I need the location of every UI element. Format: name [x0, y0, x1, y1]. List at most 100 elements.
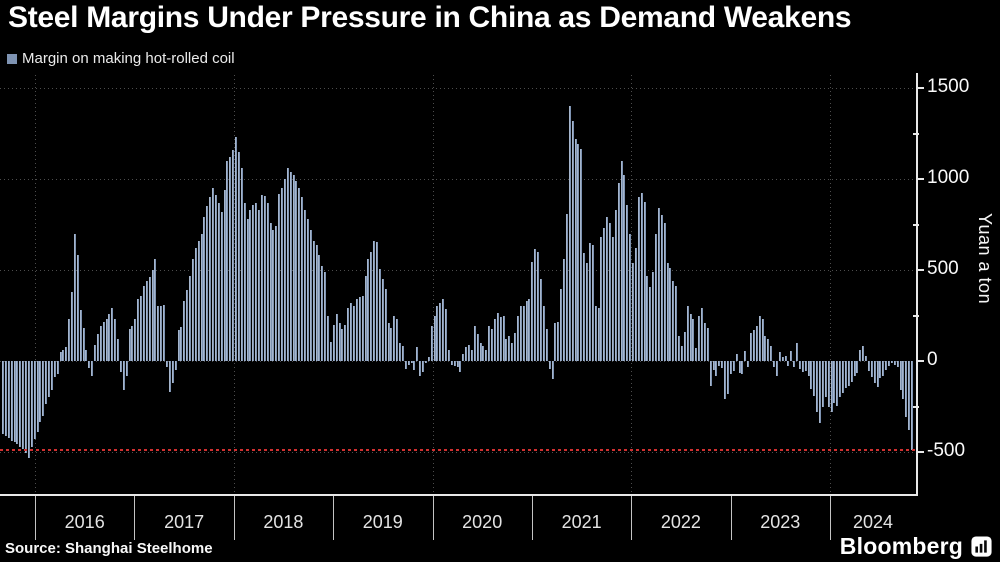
bar: [675, 285, 678, 361]
bar: [796, 342, 799, 361]
x-axis-tick: [432, 496, 434, 540]
bar: [508, 335, 511, 361]
bar: [419, 361, 422, 376]
bar: [761, 319, 764, 361]
bar: [715, 361, 718, 376]
bar: [252, 204, 255, 361]
bloomberg-chart-icon: [971, 536, 992, 557]
bar: [839, 361, 842, 398]
bar: [33, 361, 36, 440]
bar: [787, 361, 790, 366]
bar: [908, 361, 911, 431]
bar: [243, 202, 246, 361]
bar: [657, 208, 660, 361]
bar: [370, 251, 373, 361]
bar: [39, 361, 42, 422]
bar: [4, 361, 7, 436]
plot-area: [0, 75, 916, 494]
bar: [373, 240, 376, 361]
bar: [99, 326, 102, 361]
bar: [424, 361, 427, 363]
bar: [82, 328, 85, 361]
bar: [73, 233, 76, 361]
bar: [563, 259, 565, 361]
bar: [485, 350, 488, 361]
bar: [91, 361, 94, 376]
bar: [847, 361, 850, 386]
bar: [312, 240, 315, 361]
bar: [59, 351, 62, 361]
bar: [168, 361, 171, 392]
bar: [479, 342, 482, 361]
bar: [827, 361, 830, 407]
x-axis-tick-label: 2017: [164, 512, 205, 532]
bar: [42, 361, 45, 416]
bar: [732, 361, 735, 371]
bar: [594, 305, 597, 361]
bar: [226, 160, 229, 361]
y-axis-tick-label: 1500: [927, 75, 970, 97]
bar: [275, 226, 278, 361]
bar: [16, 361, 19, 444]
bar: [128, 329, 131, 361]
bar: [56, 361, 59, 374]
bar: [632, 262, 635, 361]
bar: [911, 361, 914, 451]
bar: [539, 279, 542, 361]
bar: [203, 217, 206, 361]
y-axis-tick: [916, 178, 924, 180]
bar: [813, 361, 816, 396]
bar: [790, 351, 793, 361]
bar: [191, 259, 194, 361]
bar: [378, 269, 381, 361]
bar: [105, 319, 108, 361]
bar: [862, 345, 865, 361]
bar: [62, 350, 65, 361]
bar: [836, 361, 839, 406]
x-axis-tick: [333, 496, 335, 540]
bar: [591, 244, 594, 361]
y-axis-line: [916, 73, 918, 496]
bar: [534, 249, 537, 361]
bar: [102, 321, 105, 361]
bar: [335, 313, 338, 361]
bar: [583, 252, 586, 361]
bar: [571, 120, 574, 361]
bar: [724, 361, 727, 400]
bar: [465, 347, 468, 362]
x-axis-tick: [631, 496, 633, 540]
bar: [617, 182, 620, 361]
x-axis-tick-label: 2021: [561, 512, 602, 532]
bar: [53, 361, 56, 378]
bar: [574, 139, 577, 361]
bar: [686, 306, 689, 361]
bar: [859, 350, 862, 361]
bar: [502, 316, 505, 361]
bar: [856, 361, 859, 373]
bar: [240, 168, 243, 361]
bar: [338, 322, 341, 361]
bar: [327, 315, 330, 361]
h-gridline: [0, 88, 916, 89]
x-axis-tick-label: 2020: [462, 512, 503, 532]
bar: [384, 289, 387, 361]
bar: [606, 217, 609, 361]
y-axis-tick-label: 0: [927, 348, 938, 370]
bar: [637, 197, 640, 361]
bar: [652, 271, 655, 361]
bar: [586, 262, 589, 361]
bar: [893, 361, 896, 365]
bar: [189, 275, 191, 361]
bar: [844, 361, 847, 389]
bar: [281, 188, 284, 361]
bar: [194, 248, 197, 361]
bar: [65, 347, 68, 362]
brand-wordmark: Bloomberg: [839, 533, 963, 559]
x-axis-tick: [35, 496, 36, 540]
brand-mark: Bloomberg: [840, 533, 992, 560]
bar: [413, 361, 416, 371]
bar: [427, 357, 430, 361]
bar: [701, 308, 704, 361]
bar: [122, 361, 125, 391]
bar: [321, 266, 324, 361]
